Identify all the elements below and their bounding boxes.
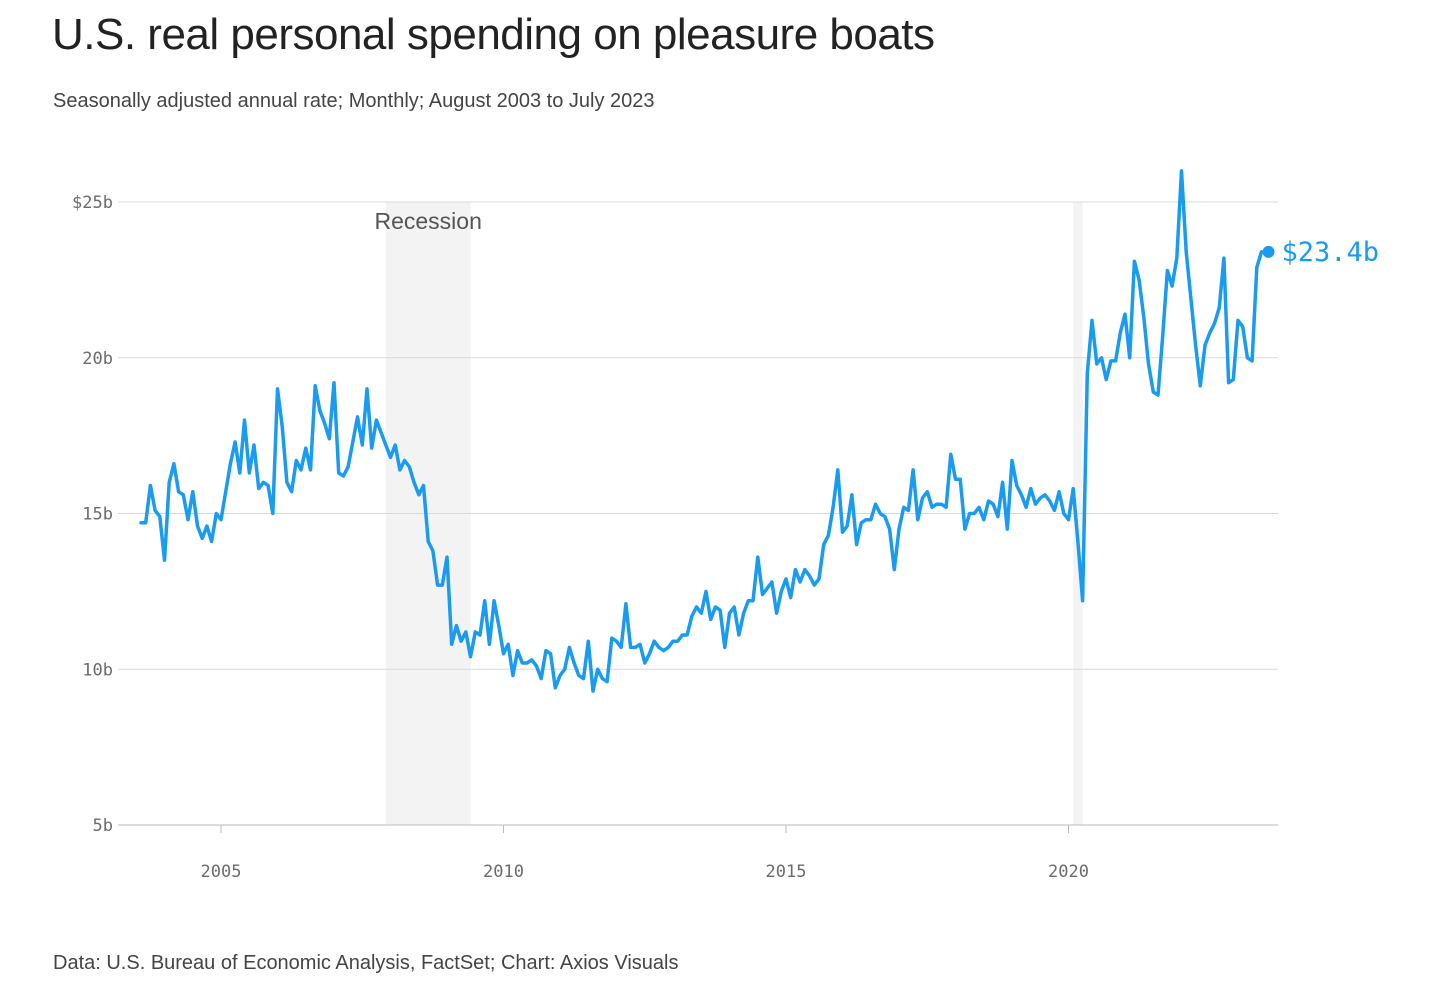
chart-source: Data: U.S. Bureau of Economic Analysis, …	[53, 952, 679, 974]
end-value-label: $23.4b	[1282, 237, 1380, 268]
y-tick-label: 15b	[82, 505, 113, 525]
y-tick-label: 5b	[93, 816, 113, 836]
x-tick-label: 2005	[201, 862, 242, 882]
y-tick-label: 20b	[82, 349, 113, 369]
chart-title: U.S. real personal spending on pleasure …	[52, 10, 935, 59]
gridlines	[118, 201, 1278, 826]
x-tick-label: 2020	[1048, 862, 1089, 882]
recession-label: Recession	[374, 208, 481, 234]
y-tick-label: 10b	[82, 660, 113, 680]
series-line	[139, 169, 1264, 693]
series	[139, 169, 1275, 693]
y-tick-label: $25b	[72, 193, 113, 213]
x-tick-label: 2010	[483, 862, 524, 882]
x-axis: 2005 2010 2015 2020	[201, 825, 1089, 882]
annotations: Recession $23.4b	[374, 208, 1379, 268]
x-tick-label: 2015	[766, 862, 807, 882]
y-axis: 5b 10b 15b 20b $25b	[72, 193, 113, 836]
end-point	[1262, 245, 1275, 258]
chart-subtitle: Seasonally adjusted annual rate; Monthly…	[53, 90, 655, 112]
